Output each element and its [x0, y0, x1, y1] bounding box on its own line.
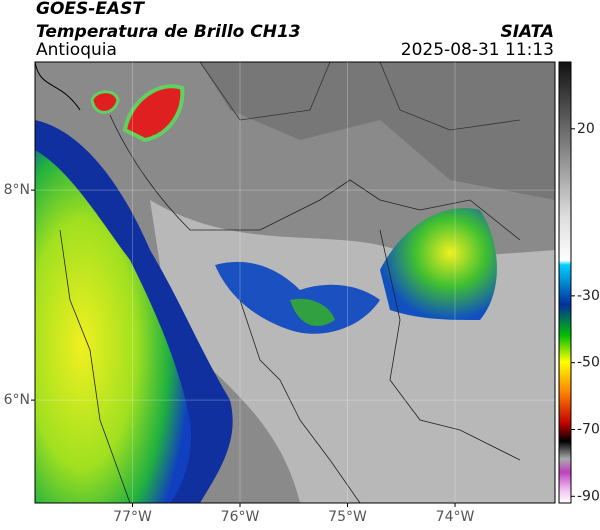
x-tick-label: 76°W [221, 509, 260, 525]
x-tick-label: 77°W [113, 509, 152, 525]
colorbar [558, 61, 572, 504]
colorbar-label: 20 [577, 121, 595, 137]
colorbar-label: -70 [577, 422, 600, 438]
title: GOES-EAST [36, 0, 145, 19]
colorbar-label: -50 [577, 355, 600, 371]
y-tick-label: 8°N [4, 182, 30, 198]
x-tick-label: 74°W [436, 509, 475, 525]
x-tick-label: 75°W [328, 509, 367, 525]
colorbar-label: -90 [577, 488, 600, 504]
y-tick-label: 6°N [4, 392, 30, 408]
datetime: 2025-08-31 11:13 [401, 40, 554, 60]
satellite-image [35, 62, 555, 503]
map-frame [34, 61, 556, 504]
subtitle: Temperatura de Brillo CH13 [36, 22, 301, 42]
region: Antioquia [36, 40, 117, 60]
source: SIATA [500, 22, 554, 42]
colorbar-label: -30 [577, 288, 600, 304]
